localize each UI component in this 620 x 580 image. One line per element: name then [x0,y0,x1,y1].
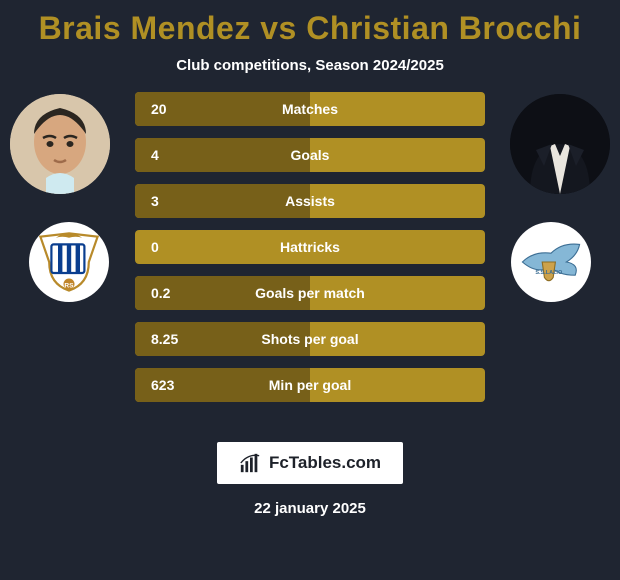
stat-row: 3Assists [135,184,485,218]
stat-label: Matches [205,101,415,117]
stat-value-left: 20 [135,101,205,117]
stat-row: 623Min per goal [135,368,485,402]
stat-label: Hattricks [205,239,415,255]
stat-label: Shots per goal [205,331,415,347]
club-left-badge: RS [29,222,109,302]
svg-text:S.S.LAZIO: S.S.LAZIO [535,270,563,276]
comparison-card: Brais Mendez vs Christian Brocchi Club c… [0,0,620,580]
stat-rows: 20Matches4Goals3Assists0Hattricks0.2Goal… [135,92,485,414]
page-title: Brais Mendez vs Christian Brocchi [0,10,620,47]
stat-value-left: 623 [135,377,205,393]
face-icon [10,94,110,194]
stat-row: 20Matches [135,92,485,126]
stat-label: Assists [205,193,415,209]
stat-value-left: 3 [135,193,205,209]
bar-chart-icon [239,452,261,474]
stat-value-left: 0 [135,239,205,255]
stat-label: Goals per match [205,285,415,301]
comparison-content: RS S.S.LAZIO 20Matches 4Goals 3Assists 0Hat… [0,92,620,422]
footer: FcTables.com 22 january 2025 [0,442,620,517]
stat-value-left: 4 [135,147,205,163]
svg-text:RS: RS [64,282,74,289]
stat-value-left: 8.25 [135,331,205,347]
suit-icon [510,94,610,194]
brand-text: FcTables.com [269,453,381,473]
brand-badge: FcTables.com [217,442,403,484]
stat-row: 0Hattricks [135,230,485,264]
player-left-avatar [10,94,110,194]
stat-row: 8.25Shots per goal [135,322,485,356]
stat-row: 4Goals [135,138,485,172]
page-subtitle: Club competitions, Season 2024/2025 [0,57,620,74]
stat-value-left: 0.2 [135,285,205,301]
stat-label: Min per goal [205,377,415,393]
stat-row: 0.2Goals per match [135,276,485,310]
footer-date: 22 january 2025 [0,500,620,517]
stat-label: Goals [205,147,415,163]
lazio-crest-icon: S.S.LAZIO [518,229,584,295]
real-sociedad-crest-icon: RS [36,229,102,295]
player-right-avatar [510,94,610,194]
club-right-badge: S.S.LAZIO [511,222,591,302]
